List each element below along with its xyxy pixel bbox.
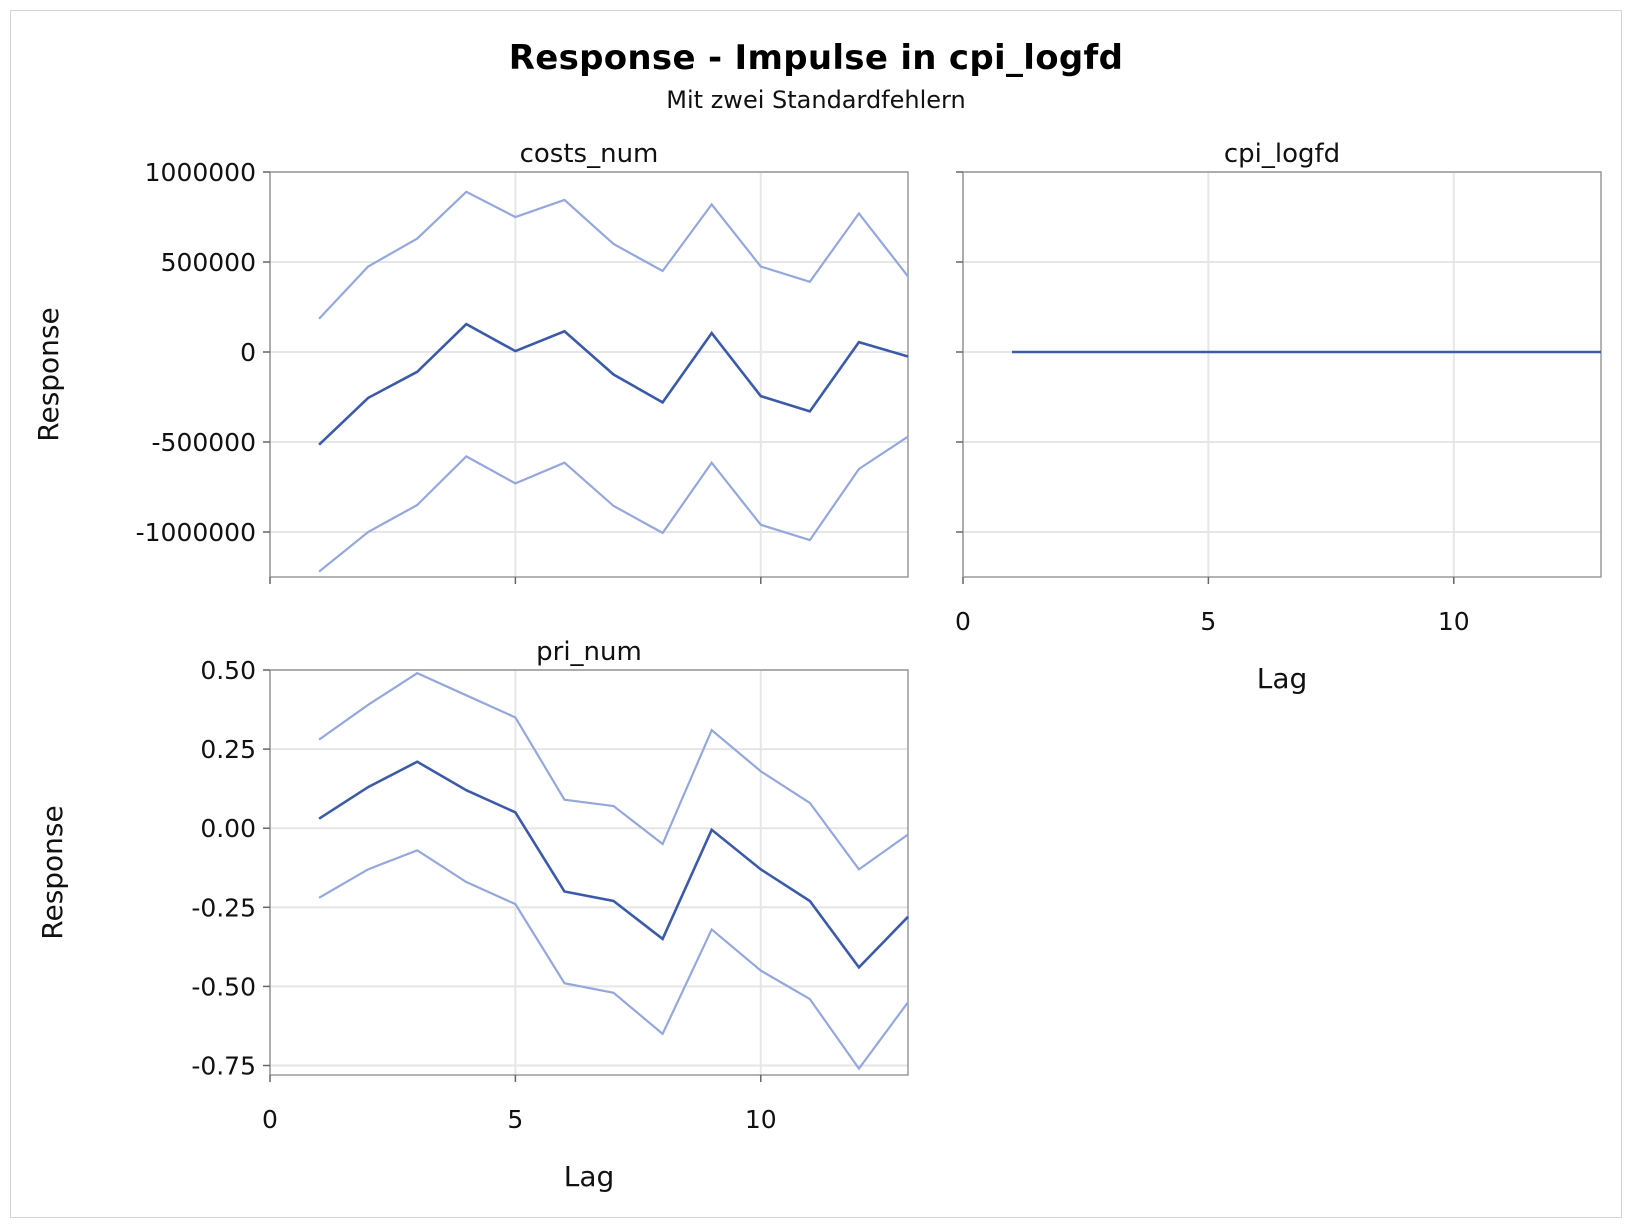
panel-title: cpi_logfd <box>1224 139 1340 169</box>
y-tick-label: 0 <box>240 338 256 367</box>
x-tick-label: 10 <box>745 1105 777 1134</box>
series-line-upper <box>318 190 909 320</box>
panel-costs-num: 1000000 500000 0 -500000 -1000000 costs_num Re… <box>32 139 909 584</box>
x-tick-label: 0 <box>262 1105 278 1134</box>
y-tick-label: -1000000 <box>136 518 256 547</box>
y-tick-label: 0.50 <box>200 656 256 685</box>
x-tick-label: 5 <box>1200 607 1216 636</box>
plot-area <box>269 171 909 578</box>
panel-title: pri_num <box>536 637 642 667</box>
y-tick-label: -0.25 <box>191 893 256 922</box>
y-tick-label: -0.75 <box>191 1052 256 1081</box>
figure-frame <box>10 10 1622 1218</box>
y-tick-label: 500000 <box>161 248 256 277</box>
figure-subtitle: Mit zwei Standardfehlern <box>666 86 966 114</box>
series-line-response <box>318 760 909 970</box>
panel-title: costs_num <box>520 139 659 169</box>
y-tick-label: 1000000 <box>145 158 256 187</box>
series-line-lower <box>318 435 909 573</box>
panel-cpi-logfd: 0 5 10 cpi_logfd Lag <box>955 139 1602 695</box>
y-tick-label: -500000 <box>152 428 256 457</box>
y-axis-label: Response <box>36 805 69 939</box>
y-tick-label: 0.25 <box>200 735 256 764</box>
x-tick-label: 10 <box>1438 607 1470 636</box>
x-axis-label: Lag <box>564 1160 615 1193</box>
y-tick-label: 0.00 <box>200 814 256 843</box>
x-axis-label: Lag <box>1257 662 1308 695</box>
series-line-upper <box>318 671 909 871</box>
series-line-response <box>318 322 909 446</box>
plot-area <box>269 669 909 1076</box>
plot-area <box>962 171 1602 578</box>
panel-pri-num: 0.50 0.25 0.00 -0.25 -0.50 -0.750 5 10 pri_num Re… <box>36 637 909 1193</box>
x-tick-label: 0 <box>955 607 971 636</box>
series-line-lower <box>318 849 909 1071</box>
y-tick-label: -0.50 <box>191 972 256 1001</box>
y-axis-label: Response <box>32 307 65 441</box>
figure-title: Response - Impulse in cpi_logfd <box>508 38 1124 78</box>
x-tick-label: 5 <box>507 1105 523 1134</box>
